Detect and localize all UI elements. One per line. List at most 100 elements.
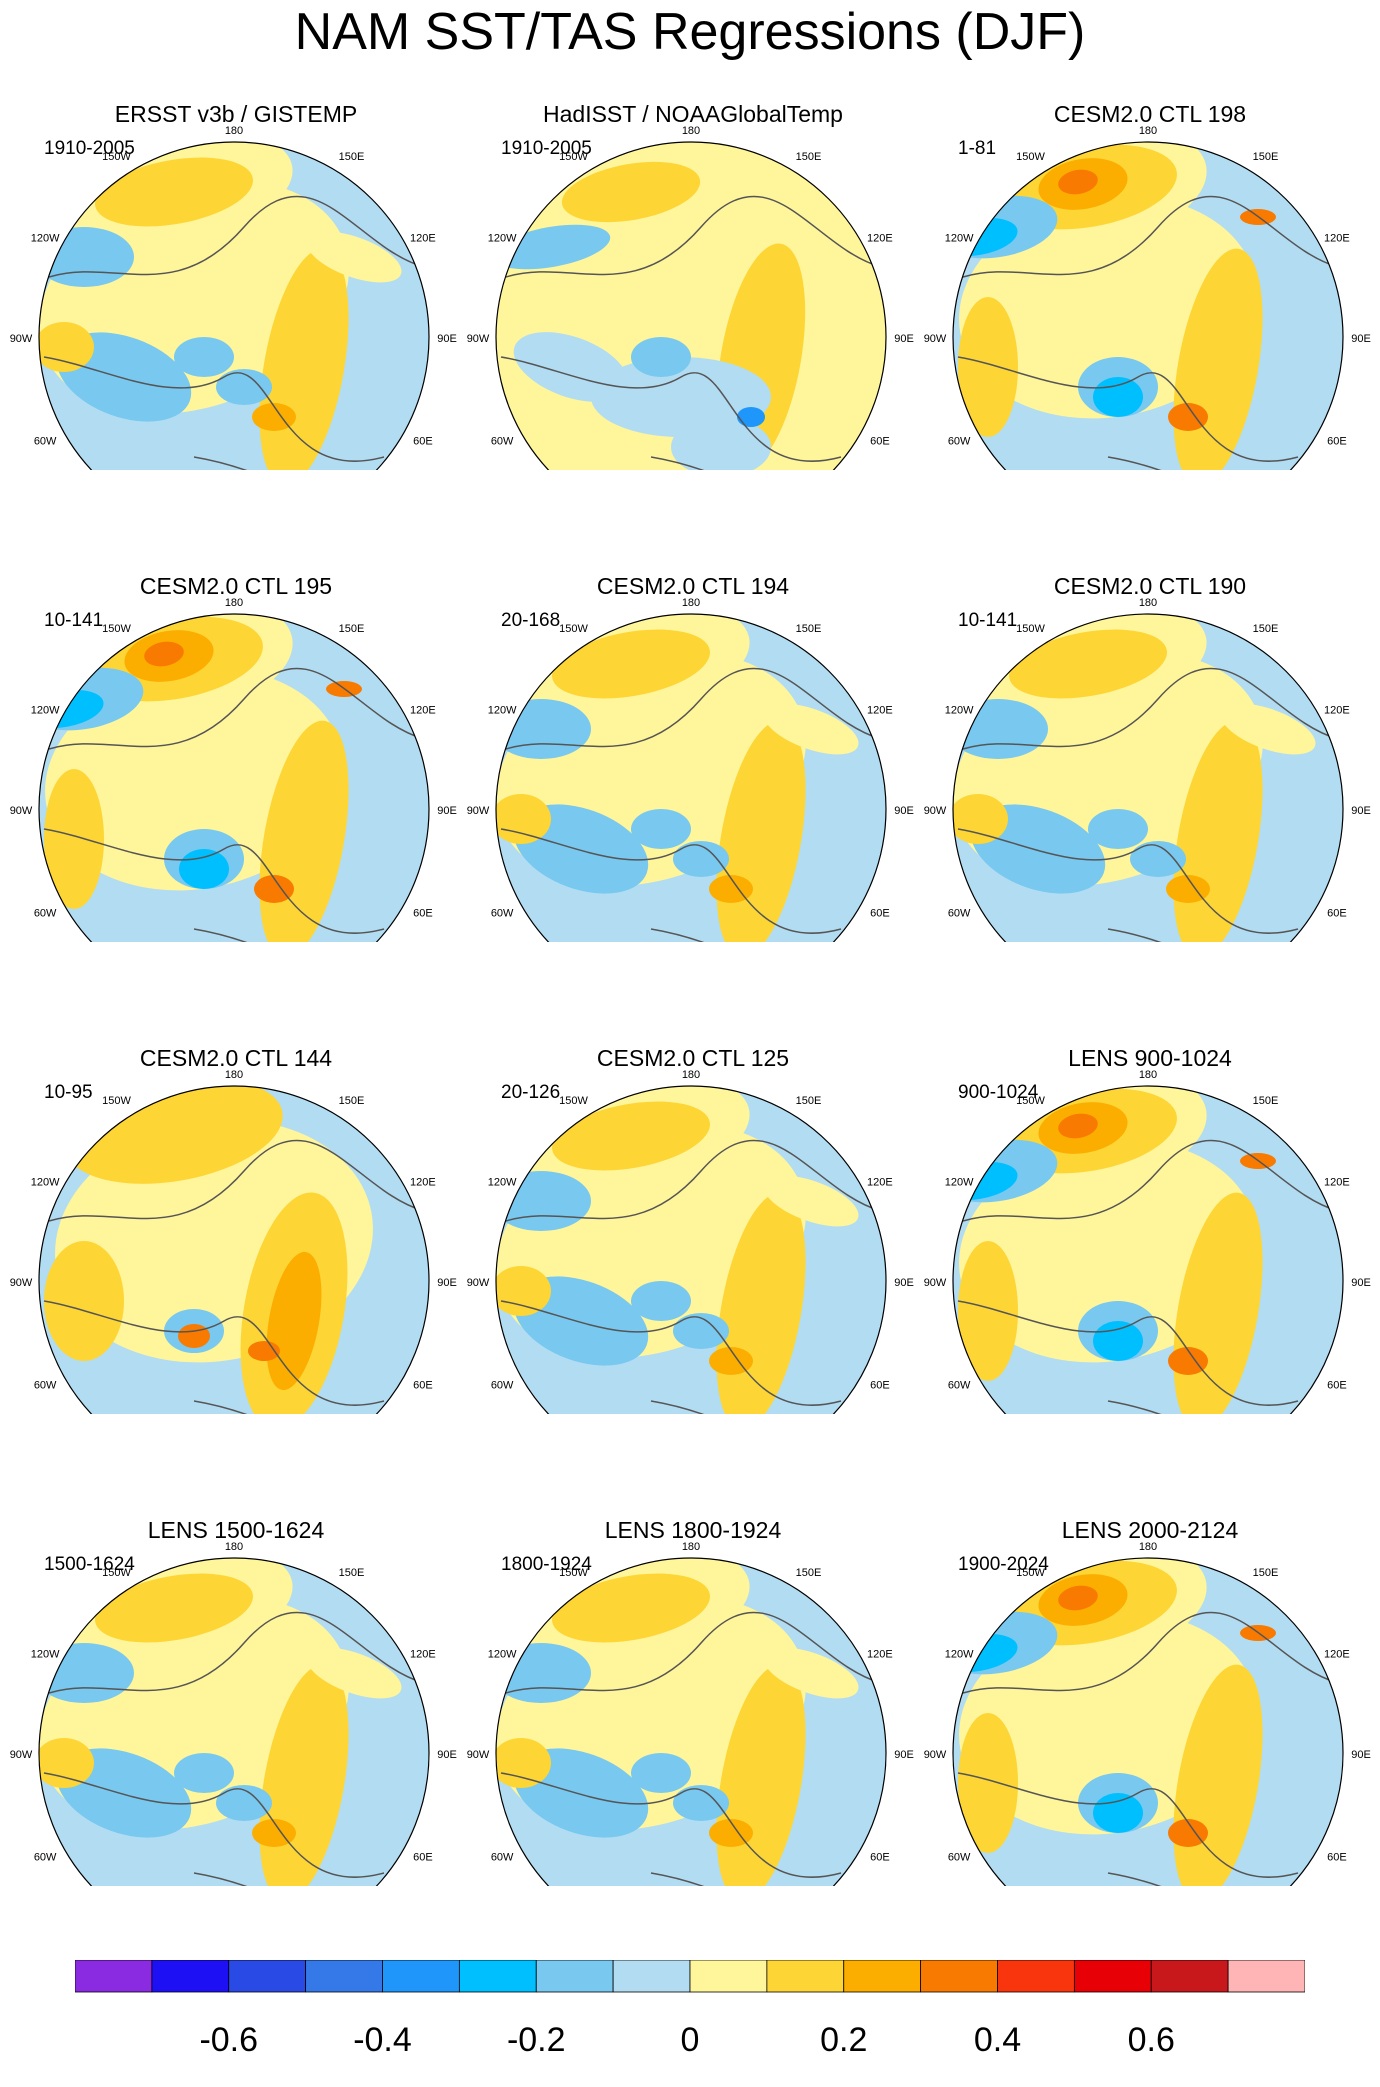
longitude-label: 150E: [1253, 1095, 1279, 1107]
map-panel: CESM2.0 CTL 190180150E120E90E60E30E030W6…: [920, 472, 1380, 942]
coastline: [957, 1300, 1299, 1406]
colorbar-label: -0.2: [506, 2021, 566, 2059]
longitude-label: 90W: [467, 333, 490, 345]
longitude-label: 120W: [488, 705, 517, 717]
longitude-label: 60W: [491, 908, 514, 920]
panel-title: CESM2.0 CTL 125: [596, 1045, 790, 1071]
longitude-label: 60E: [413, 436, 433, 448]
polar-map: 180150E120E90E60E30E030W60W90W120W150W: [467, 125, 914, 470]
longitude-label: 60W: [948, 1852, 971, 1864]
panel-year-range: 1910-2005: [44, 138, 135, 159]
anomaly-contour: [95, 157, 253, 227]
panel-title: LENS 2000-2124: [1061, 1517, 1239, 1543]
map-border: [495, 1557, 887, 1886]
longitude-label: 150W: [1016, 1567, 1045, 1579]
longitude-label: 120E: [867, 705, 893, 717]
panel-year-range: 1800-1924: [501, 1554, 592, 1575]
longitude-label: 150E: [339, 1567, 365, 1579]
colorbar-label: 0.6: [1127, 2021, 1175, 2059]
map-panel: LENS 1800-1924180150E120E90E60E30E030W60…: [463, 1416, 923, 1886]
coastline: [650, 456, 812, 470]
longitude-label: 90E: [894, 1277, 914, 1289]
longitude-label: 150E: [796, 151, 822, 163]
longitude-label: 120W: [945, 705, 974, 717]
longitude-label: 150E: [1253, 151, 1279, 163]
colorbar-swatch: [382, 1960, 460, 1993]
longitude-label: 60W: [34, 1852, 57, 1864]
anomaly-contour: [673, 1785, 729, 1821]
coastline: [957, 828, 1299, 934]
longitude-label: 90W: [10, 1749, 33, 1761]
longitude-label: 60E: [1327, 1852, 1347, 1864]
map-panel: CESM2.0 CTL 195180150E120E90E60E30E030W6…: [6, 472, 466, 942]
coastline: [43, 1300, 385, 1406]
longitude-label: 120W: [488, 1177, 517, 1189]
longitude-label: 60W: [948, 908, 971, 920]
longitude-label: 150W: [559, 1095, 588, 1107]
anomaly-contour: [631, 1753, 691, 1793]
anomaly-contour: [95, 1573, 253, 1643]
coastline: [43, 356, 385, 462]
anomaly-contour: [709, 1819, 753, 1847]
longitude-label: 120E: [410, 233, 436, 245]
colorbar-label: 0.4: [973, 2021, 1022, 2059]
panel-year-range: 10-141: [958, 610, 1018, 631]
longitude-label: 90E: [1351, 333, 1371, 345]
coastline: [1107, 1872, 1269, 1886]
longitude-label: 60E: [870, 436, 890, 448]
longitude-label: 180: [1139, 125, 1157, 137]
longitude-label: 60E: [870, 908, 890, 920]
polar-map: 180150E120E90E60E30E030W60W90W120W150W: [10, 597, 457, 942]
longitude-label: 120W: [945, 1649, 974, 1661]
longitude-label: 180: [682, 1069, 700, 1081]
anomaly-contour: [1168, 1819, 1208, 1847]
longitude-label: 120E: [867, 1649, 893, 1661]
panel-title: HadISST / NOAAGlobalTemp: [543, 101, 843, 127]
map-border: [38, 1085, 430, 1414]
longitude-label: 180: [225, 125, 243, 137]
coastline: [962, 667, 1339, 750]
panel-year-range: 1900-2024: [958, 1554, 1049, 1575]
longitude-label: 60E: [413, 908, 433, 920]
longitude-label: 150W: [559, 1567, 588, 1579]
anomaly-contour: [1009, 629, 1167, 699]
longitude-label: 60W: [491, 1380, 514, 1392]
anomaly-contour: [496, 1738, 551, 1788]
longitude-label: 90E: [437, 805, 457, 817]
longitude-label: 60W: [34, 436, 57, 448]
anomaly-contour: [254, 875, 294, 903]
panel-year-range: 1-81: [958, 138, 997, 159]
longitude-label: 120E: [1324, 705, 1350, 717]
longitude-label: 90E: [1351, 1749, 1371, 1761]
anomaly-contour: [144, 641, 184, 667]
coastline: [962, 1611, 1339, 1694]
map-border: [495, 141, 887, 470]
map-panel: CESM2.0 CTL 144180150E120E90E60E30E030W6…: [6, 944, 466, 1414]
longitude-label: 150E: [1253, 1567, 1279, 1579]
longitude-label: 150E: [1253, 623, 1279, 635]
longitude-label: 150W: [559, 623, 588, 635]
longitude-label: 90W: [10, 333, 33, 345]
panel-title: LENS 1500-1624: [147, 1517, 325, 1543]
longitude-label: 90E: [437, 1749, 457, 1761]
panel-year-range: 1910-2005: [501, 138, 592, 159]
map-border: [952, 1085, 1344, 1414]
longitude-label: 120E: [1324, 1177, 1350, 1189]
panel-title: CESM2.0 CTL 144: [139, 1045, 333, 1071]
longitude-label: 150W: [102, 623, 131, 635]
coastline: [500, 1772, 842, 1878]
colorbar-swatch: [75, 1960, 153, 1993]
anomaly-contour: [1088, 809, 1148, 849]
coastline: [1107, 1400, 1269, 1414]
anomaly-contour: [1168, 1347, 1208, 1375]
anomaly-contour: [591, 357, 771, 437]
longitude-label: 120W: [31, 233, 60, 245]
anomaly-contour: [252, 1819, 296, 1847]
anomaly-contour: [216, 1785, 272, 1821]
map-border: [38, 1557, 430, 1886]
map-border: [495, 613, 887, 942]
longitude-label: 60E: [1327, 436, 1347, 448]
coastline: [650, 1872, 812, 1886]
coastline: [650, 1400, 812, 1414]
anomaly-contour: [673, 841, 729, 877]
